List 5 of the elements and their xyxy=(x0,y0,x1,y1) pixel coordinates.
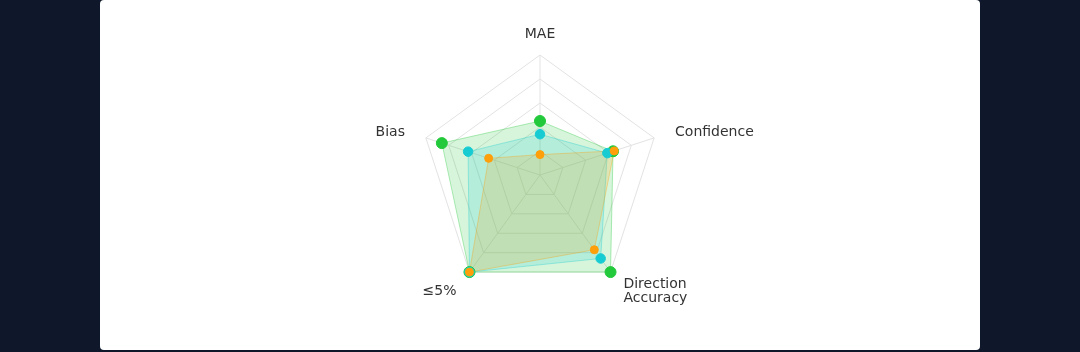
spoke-label: MAE xyxy=(524,24,556,41)
spoke-label: ≤5% xyxy=(422,281,457,298)
spoke-label: Confidence xyxy=(675,123,754,140)
spoke-label: Direction Accuracy xyxy=(623,274,688,305)
spoke-label: Bias xyxy=(375,123,405,140)
